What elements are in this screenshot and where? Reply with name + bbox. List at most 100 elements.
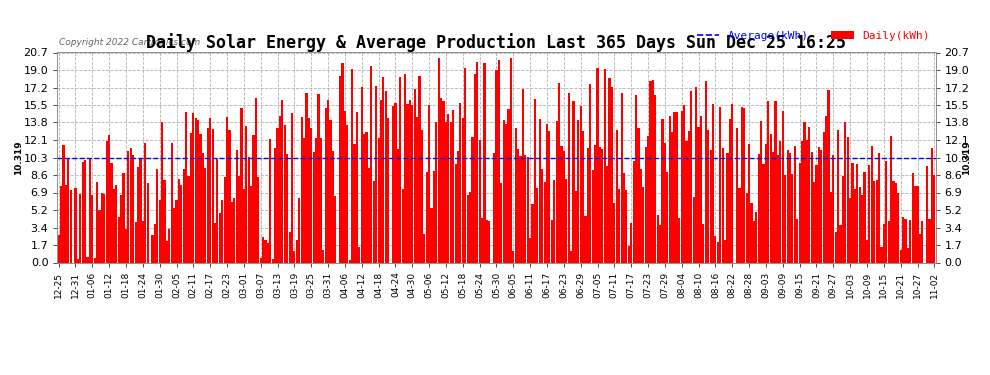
Bar [397, 148, 399, 262]
Bar [791, 174, 794, 262]
Bar [917, 186, 919, 262]
Bar [474, 74, 476, 262]
Bar [565, 179, 567, 262]
Bar [269, 139, 271, 262]
Bar [248, 157, 249, 262]
Bar [500, 183, 502, 262]
Bar [236, 150, 238, 262]
Bar [628, 246, 630, 262]
Bar [274, 148, 276, 262]
Bar [774, 101, 776, 262]
Bar [368, 168, 370, 262]
Bar [212, 129, 214, 262]
Bar [438, 58, 440, 262]
Bar [409, 100, 411, 262]
Bar [623, 173, 625, 262]
Bar [291, 113, 293, 262]
Bar [883, 224, 885, 262]
Bar [529, 238, 532, 262]
Bar [606, 166, 608, 262]
Bar [195, 118, 197, 262]
Bar [459, 103, 461, 262]
Bar [765, 144, 767, 262]
Bar [544, 182, 545, 262]
Bar [370, 66, 372, 262]
Bar [931, 148, 933, 262]
Bar [241, 108, 243, 262]
Bar [825, 116, 828, 262]
Bar [399, 77, 401, 262]
Bar [267, 243, 269, 262]
Bar [757, 154, 759, 262]
Bar [98, 210, 101, 262]
Bar [863, 172, 865, 262]
Bar [313, 152, 315, 262]
Bar [779, 141, 781, 262]
Bar [760, 121, 762, 262]
Bar [656, 215, 658, 262]
Bar [202, 153, 204, 262]
Bar [259, 258, 261, 262]
Bar [469, 192, 471, 262]
Bar [926, 166, 929, 262]
Bar [745, 193, 747, 262]
Bar [582, 131, 584, 262]
Bar [644, 147, 646, 262]
Bar [135, 222, 137, 262]
Bar [555, 121, 557, 262]
Bar [702, 224, 705, 262]
Bar [457, 152, 459, 262]
Bar [769, 134, 772, 262]
Text: 10.319: 10.319 [14, 141, 23, 175]
Bar [739, 188, 741, 262]
Bar [515, 128, 517, 262]
Bar [431, 208, 433, 262]
Bar [158, 200, 160, 262]
Bar [375, 86, 377, 262]
Bar [86, 256, 88, 262]
Bar [486, 220, 488, 262]
Bar [616, 130, 618, 262]
Bar [856, 164, 858, 262]
Bar [103, 194, 105, 262]
Bar [801, 141, 803, 262]
Bar [224, 177, 226, 262]
Bar [539, 120, 541, 262]
Bar [77, 259, 79, 262]
Bar [729, 119, 731, 262]
Bar [705, 81, 707, 262]
Bar [217, 159, 219, 262]
Bar [626, 190, 628, 262]
Bar [707, 130, 709, 262]
Bar [668, 116, 671, 262]
Bar [717, 242, 719, 262]
Bar [296, 240, 298, 262]
Bar [466, 195, 468, 262]
Bar [900, 250, 902, 262]
Bar [411, 105, 414, 262]
Bar [185, 112, 187, 262]
Bar [89, 158, 91, 262]
Bar [715, 236, 717, 262]
Bar [505, 124, 507, 262]
Bar [601, 149, 604, 262]
Bar [330, 120, 332, 262]
Bar [147, 183, 148, 262]
Bar [851, 163, 853, 262]
Bar [767, 101, 769, 262]
Bar [621, 93, 623, 262]
Bar [380, 100, 382, 262]
Bar [250, 186, 252, 262]
Bar [537, 188, 539, 262]
Bar [443, 102, 445, 262]
Bar [322, 250, 325, 262]
Bar [786, 150, 789, 262]
Bar [732, 104, 734, 262]
Bar [355, 112, 358, 262]
Bar [335, 196, 337, 262]
Bar [784, 175, 786, 262]
Bar [132, 154, 135, 262]
Bar [890, 136, 892, 262]
Bar [221, 200, 224, 262]
Bar [724, 240, 726, 262]
